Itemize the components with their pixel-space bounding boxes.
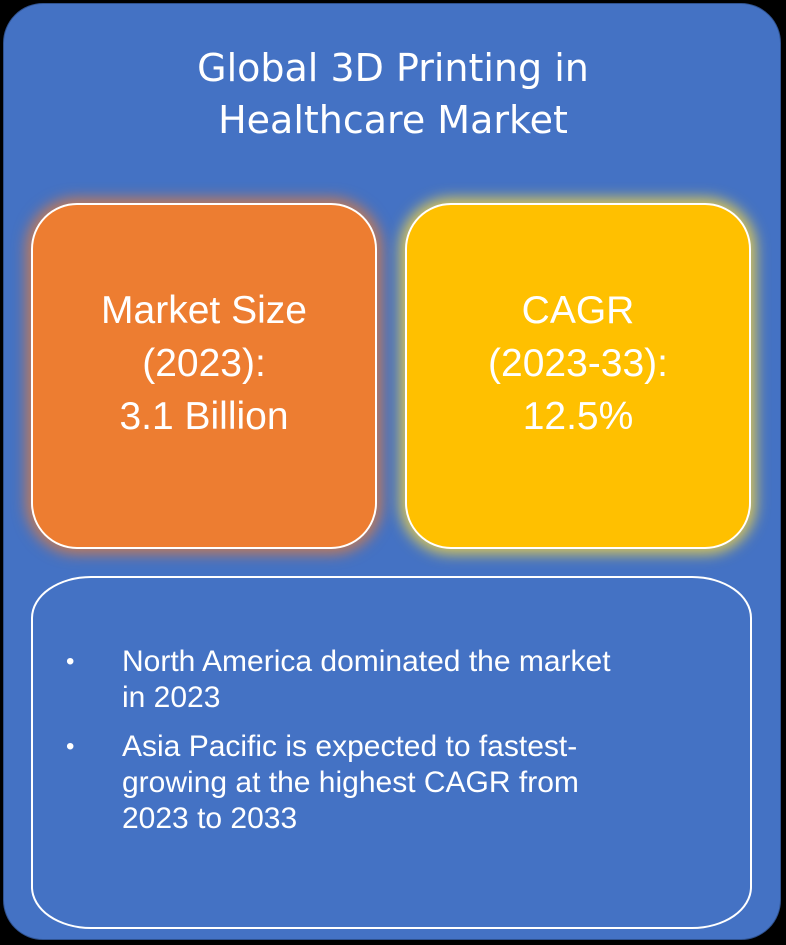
highlight-text-line: 2023 to 2033 — [122, 802, 298, 835]
market-size-value: 3.1 Billion — [119, 394, 289, 438]
market-size-year: (2023): — [142, 341, 266, 385]
cagr-value: 12.5% — [522, 394, 634, 438]
highlight-text-line: in 2023 — [122, 681, 221, 714]
cagr-period: (2023-33): — [488, 341, 668, 385]
title-line-1: Global 3D Printing in — [197, 46, 589, 90]
bullet-icon: • — [66, 733, 75, 760]
highlights-box: • North America dominated the market in … — [31, 576, 752, 929]
title-line-2: Healthcare Market — [218, 98, 568, 142]
cagr-label: CAGR — [521, 288, 635, 332]
infographic-title: Global 3D Printing in Healthcare Market — [0, 42, 786, 146]
highlight-text-line: North America dominated the market — [122, 645, 611, 678]
highlights-list: • North America dominated the market in … — [33, 644, 750, 850]
highlight-text-line: growing at the highest CAGR from — [122, 766, 579, 799]
market-size-box: Market Size (2023): 3.1 Billion — [31, 203, 377, 549]
cagr-box: CAGR (2023-33): 12.5% — [405, 203, 751, 549]
highlight-item: • Asia Pacific is expected to fastest- g… — [33, 729, 750, 837]
market-size-label: Market Size — [101, 288, 307, 332]
highlight-text-line: Asia Pacific is expected to fastest- — [122, 730, 578, 763]
highlight-item: • North America dominated the market in … — [33, 644, 750, 716]
bullet-icon: • — [66, 648, 75, 675]
